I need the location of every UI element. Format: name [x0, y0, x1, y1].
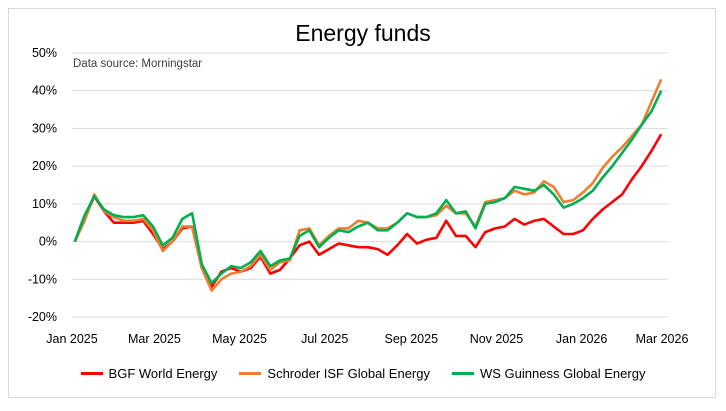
data-source-note: Data source: Morningstar	[73, 58, 203, 70]
series-line-bgf-world-energy	[73, 133, 663, 289]
series-line-ws-guinness-global-energy	[73, 90, 663, 285]
x-tick-label: Sep 2025	[385, 332, 439, 346]
legend-label: Schroder ISF Global Energy	[267, 366, 430, 381]
y-tick-label: 50%	[32, 46, 57, 60]
legend-item: Schroder ISF Global Energy	[239, 366, 430, 381]
y-tick-label: -20%	[28, 310, 57, 324]
x-tick-label: Nov 2025	[470, 332, 524, 346]
legend-swatch	[80, 372, 103, 375]
x-tick-label: Jan 2025	[46, 332, 97, 346]
legend-swatch	[451, 372, 474, 375]
legend-item: BGF World Energy	[80, 366, 218, 381]
y-tick-label: 30%	[32, 121, 57, 135]
y-tick-label: -10%	[28, 272, 57, 286]
y-tick-label: 20%	[32, 159, 57, 173]
y-tick-label: 10%	[32, 197, 57, 211]
x-tick-label: Mar 2025	[128, 332, 181, 346]
legend-label: WS Guinness Global Energy	[479, 366, 646, 381]
y-tick-label: 40%	[32, 84, 57, 98]
x-tick-label: Mar 2026	[636, 332, 689, 346]
x-tick-label: Jul 2025	[301, 332, 348, 346]
chart-title: Energy funds	[295, 20, 431, 46]
chart-frame	[8, 8, 716, 398]
legend: BGF World Energy Schroder ISF Global Ener…	[0, 366, 726, 381]
x-tick-label: Jan 2026	[556, 332, 607, 346]
y-tick-label: 0%	[39, 235, 57, 249]
x-tick-label: May 2025	[212, 332, 267, 346]
legend-label: BGF World Energy	[108, 366, 218, 381]
legend-item: WS Guinness Global Energy	[451, 366, 646, 381]
legend-swatch	[239, 372, 262, 375]
series-line-schroder-isf-global-energy	[73, 78, 663, 292]
